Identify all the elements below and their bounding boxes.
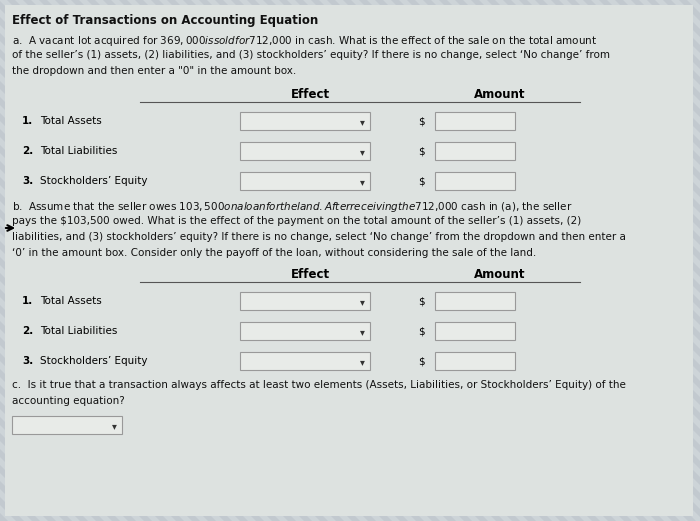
Bar [240, 322, 370, 340]
Text: ▾: ▾ [360, 327, 365, 337]
Bar [240, 352, 370, 370]
Text: $: $ [419, 356, 425, 366]
Text: $: $ [419, 146, 425, 156]
Text: c.  Is it true that a transaction always affects at least two elements (Assets, : c. Is it true that a transaction always … [12, 380, 626, 390]
Text: ▾: ▾ [111, 421, 116, 431]
Text: ▾: ▾ [360, 117, 365, 127]
Bar [12, 416, 122, 434]
Bar [435, 352, 515, 370]
Text: 3.: 3. [22, 176, 34, 186]
Text: 3.: 3. [22, 356, 34, 366]
Bar [435, 112, 515, 130]
Bar [435, 322, 515, 340]
Text: of the seller’s (1) assets, (2) liabilities, and (3) stockholders’ equity? If th: of the seller’s (1) assets, (2) liabilit… [12, 50, 610, 60]
Text: ▾: ▾ [360, 147, 365, 157]
Text: liabilities, and (3) stockholders’ equity? If there is no change, select ‘No cha: liabilities, and (3) stockholders’ equit… [12, 232, 626, 242]
Text: 2.: 2. [22, 326, 34, 336]
Text: Amount: Amount [475, 268, 526, 281]
Text: ▾: ▾ [360, 297, 365, 307]
Bar [435, 172, 515, 190]
Text: Total Assets: Total Assets [40, 116, 102, 126]
Text: pays the $103,500 owed. What is the effect of the payment on the total amount of: pays the $103,500 owed. What is the effe… [12, 216, 581, 226]
Text: accounting equation?: accounting equation? [12, 396, 125, 406]
Text: Amount: Amount [475, 88, 526, 101]
Text: ▾: ▾ [360, 357, 365, 367]
Bar [435, 142, 515, 160]
Text: Stockholders’ Equity: Stockholders’ Equity [40, 356, 148, 366]
Text: ‘0’ in the amount box. Consider only the payoff of the loan, without considering: ‘0’ in the amount box. Consider only the… [12, 248, 536, 258]
Text: 1.: 1. [22, 116, 34, 126]
Text: 2.: 2. [22, 146, 34, 156]
Text: $: $ [419, 296, 425, 306]
Bar [240, 172, 370, 190]
Text: a.  A vacant lot acquired for $369,000 is sold for $712,000 in cash. What is the: a. A vacant lot acquired for $369,000 is… [12, 34, 597, 48]
Text: $: $ [419, 176, 425, 186]
Text: Total Assets: Total Assets [40, 296, 102, 306]
Text: b.  Assume that the seller owes $103,500 on a loan for the land. After receiving: b. Assume that the seller owes $103,500 … [12, 200, 573, 214]
Text: the dropdown and then enter a "0" in the amount box.: the dropdown and then enter a "0" in the… [12, 66, 296, 76]
Text: ▾: ▾ [360, 177, 365, 187]
Text: 1.: 1. [22, 296, 34, 306]
Bar [240, 112, 370, 130]
Text: Effect: Effect [290, 268, 330, 281]
Bar [240, 292, 370, 310]
Text: Stockholders’ Equity: Stockholders’ Equity [40, 176, 148, 186]
Bar [435, 292, 515, 310]
Text: Total Liabilities: Total Liabilities [40, 146, 118, 156]
Text: Total Liabilities: Total Liabilities [40, 326, 118, 336]
Text: $: $ [419, 326, 425, 336]
Text: $: $ [419, 116, 425, 126]
Text: Effect of Transactions on Accounting Equation: Effect of Transactions on Accounting Equ… [12, 14, 318, 27]
Bar [240, 142, 370, 160]
Text: Effect: Effect [290, 88, 330, 101]
